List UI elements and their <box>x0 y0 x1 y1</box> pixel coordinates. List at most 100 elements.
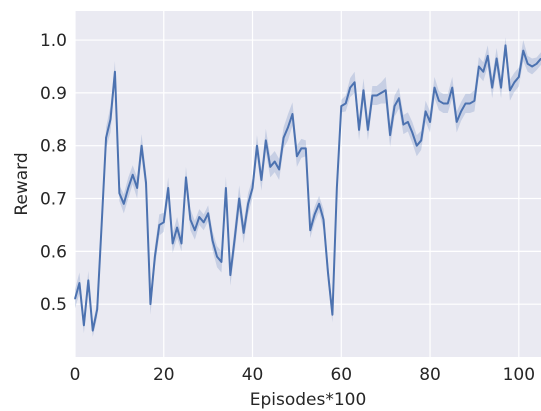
data-point <box>109 118 112 120</box>
data-point <box>87 279 89 281</box>
data-point <box>167 187 169 189</box>
data-point <box>416 145 418 147</box>
data-point <box>398 97 400 99</box>
data-point <box>371 94 373 97</box>
data-point <box>456 121 458 123</box>
data-point <box>447 102 449 105</box>
data-point <box>92 329 94 332</box>
x-tick-label: 40 <box>242 365 264 385</box>
data-point <box>269 166 271 168</box>
data-point <box>496 57 498 60</box>
data-point <box>140 145 143 147</box>
data-point <box>482 71 484 73</box>
data-point <box>296 155 298 157</box>
data-point <box>318 203 320 205</box>
data-point <box>136 187 138 189</box>
data-point <box>176 226 178 229</box>
data-point <box>522 50 524 52</box>
data-point <box>478 65 480 68</box>
data-point <box>331 314 334 316</box>
data-point <box>251 187 254 189</box>
data-point <box>185 176 187 178</box>
data-point <box>513 81 515 83</box>
data-point <box>198 216 200 218</box>
data-point <box>411 131 413 134</box>
y-tick-label: 0.8 <box>40 137 67 157</box>
data-point <box>438 100 440 102</box>
x-tick-label: 20 <box>153 365 175 385</box>
data-point <box>358 129 360 131</box>
data-point <box>123 203 125 205</box>
data-point <box>229 274 231 276</box>
data-point <box>194 229 196 231</box>
data-point <box>491 87 493 89</box>
data-point <box>460 110 462 112</box>
data-point <box>83 324 85 326</box>
data-point <box>464 102 467 105</box>
data-point <box>376 94 378 97</box>
data-point <box>509 89 511 91</box>
data-point <box>322 219 325 221</box>
data-point <box>172 242 174 245</box>
data-point <box>487 55 489 57</box>
data-point <box>154 256 156 258</box>
data-point <box>203 221 205 223</box>
data-point <box>207 212 209 214</box>
data-point <box>127 187 129 189</box>
data-point <box>96 308 98 311</box>
data-point <box>132 174 134 176</box>
data-point <box>189 219 191 221</box>
data-point <box>256 145 258 147</box>
data-point <box>327 271 329 274</box>
data-point <box>429 121 431 123</box>
data-point <box>163 221 165 223</box>
data-point <box>535 63 538 65</box>
data-point <box>425 110 427 112</box>
data-point <box>247 203 249 205</box>
x-tick-label: 80 <box>419 365 441 385</box>
data-point <box>393 105 396 107</box>
data-point <box>345 102 347 105</box>
data-point <box>354 81 356 83</box>
data-point <box>380 92 382 94</box>
data-point <box>220 261 223 263</box>
data-point <box>287 126 289 128</box>
data-point <box>451 87 453 89</box>
data-point <box>402 123 405 126</box>
data-point <box>180 242 183 245</box>
data-point <box>278 168 280 171</box>
data-point <box>433 87 436 89</box>
data-point <box>407 121 409 123</box>
data-point <box>243 232 245 234</box>
x-axis-label: Episodes*100 <box>250 390 367 410</box>
x-tick-label: 100 <box>503 365 535 385</box>
data-point <box>504 44 507 46</box>
data-point <box>442 102 444 105</box>
data-point <box>336 187 338 189</box>
data-point <box>225 187 227 189</box>
data-point <box>531 65 533 68</box>
reward-series-line <box>74 44 541 332</box>
data-point <box>420 139 422 142</box>
data-point <box>469 102 471 105</box>
series-line-layer <box>74 44 541 332</box>
data-point <box>527 63 529 65</box>
data-point <box>118 192 120 194</box>
y-tick-label: 0.9 <box>40 84 67 104</box>
data-point <box>309 229 311 231</box>
y-tick-label: 0.7 <box>40 190 67 210</box>
data-point <box>349 87 351 89</box>
data-point <box>300 147 302 149</box>
data-point <box>145 182 147 184</box>
data-point <box>389 134 391 136</box>
data-point <box>362 89 365 91</box>
y-tick-label: 1.0 <box>40 31 67 51</box>
data-point <box>74 298 76 300</box>
data-point <box>211 240 214 242</box>
x-tick-label: 60 <box>330 365 352 385</box>
data-point <box>367 129 369 131</box>
y-tick-label: 0.6 <box>40 242 67 262</box>
data-point <box>282 137 285 139</box>
y-axis-label: Reward <box>12 152 32 215</box>
data-point <box>500 87 502 89</box>
